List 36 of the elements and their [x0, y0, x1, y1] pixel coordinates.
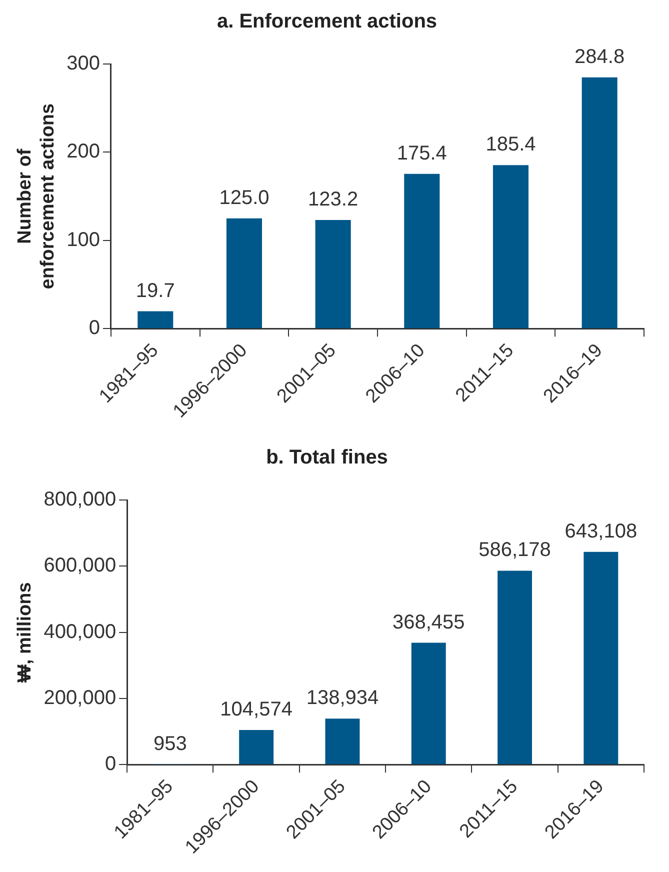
data-label: 586,178	[478, 539, 551, 562]
bar	[226, 218, 262, 328]
bar	[584, 552, 618, 764]
y-tick-label: 100	[66, 228, 100, 251]
data-label: 953	[153, 732, 187, 755]
y-tick-label: 800,000	[44, 488, 116, 511]
bar	[411, 642, 446, 764]
bar	[239, 730, 274, 764]
bar	[582, 77, 618, 328]
data-label: 104,574	[220, 698, 292, 721]
bar	[492, 165, 529, 328]
bar	[498, 570, 532, 764]
data-label: 138,934	[306, 687, 379, 710]
y-tick-label: 400,000	[44, 620, 116, 643]
data-label: 175.4	[396, 142, 447, 164]
y-tick-label: 200,000	[44, 686, 116, 709]
y-axis-title: ₩, millions	[14, 582, 36, 682]
y-tick-label: 0	[88, 317, 100, 340]
data-label: 19.7	[136, 280, 175, 302]
y-tick-label: 0	[104, 753, 116, 776]
bar	[325, 718, 360, 764]
bar	[138, 311, 174, 328]
y-tick-label: 200	[66, 140, 100, 163]
data-label: 125.0	[219, 186, 270, 209]
data-label: 185.4	[486, 134, 536, 156]
bar	[404, 174, 440, 328]
y-axis-title: Number of enforcement actions	[14, 103, 58, 290]
y-tick-label: 600,000	[44, 554, 116, 577]
bar	[315, 220, 351, 328]
data-label: 368,455	[392, 611, 465, 634]
data-label: 284.8	[574, 46, 625, 68]
data-label: 123.2	[308, 188, 358, 210]
chart-title: b. Total fines	[266, 446, 388, 469]
y-tick-label: 300	[66, 52, 100, 75]
data-label: 643,108	[564, 520, 638, 542]
chart-title: a. Enforcement actions	[216, 10, 438, 33]
